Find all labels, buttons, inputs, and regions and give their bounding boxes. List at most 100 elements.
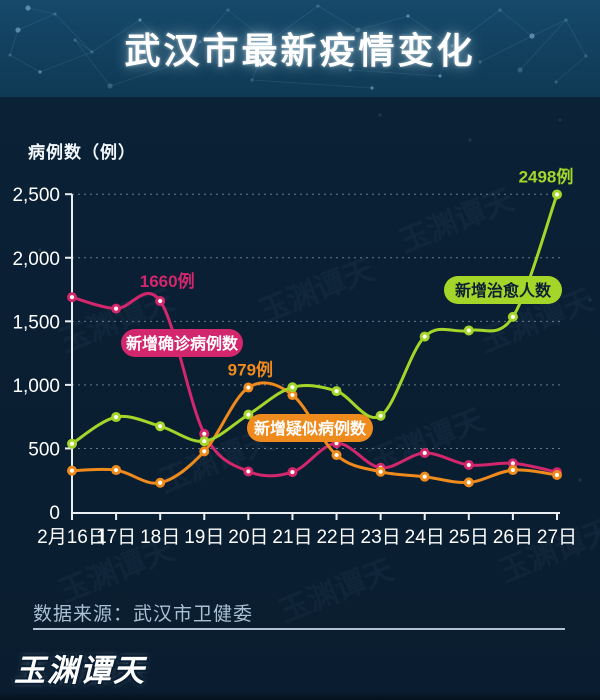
network-edge: [181, 41, 201, 63]
network-node: [25, 5, 31, 11]
annotation-confirmed: 1660例: [140, 271, 195, 291]
series-label-text-suspected: 新增疑似病例数: [254, 419, 367, 438]
x-tick-label: 18日: [140, 527, 180, 548]
network-edge: [519, 19, 567, 71]
network-node: [15, 27, 21, 33]
network-edge: [479, 35, 533, 63]
annotation-suspected: 979例: [228, 360, 273, 380]
x-tick-label: 17日: [96, 527, 136, 548]
network-edge: [451, 9, 501, 47]
network-edge: [565, 19, 587, 57]
network-node: [107, 83, 113, 89]
network-node: [307, 59, 313, 65]
background-dot: [378, 113, 382, 117]
network-edge: [74, 39, 111, 87]
x-tick-label: 25日: [449, 527, 489, 548]
network-edge: [9, 29, 19, 56]
x-tick-label: 22日: [316, 527, 356, 548]
x-tick-label: 21日: [272, 527, 312, 548]
header-band: 武汉市最新疫情变化: [0, 0, 600, 97]
y-tick-label: 1,500: [12, 312, 60, 333]
data-point-core: [158, 298, 163, 304]
network-node: [355, 27, 361, 33]
bottom-vignette: [0, 692, 600, 700]
data-point-core: [246, 412, 251, 417]
data-point-core: [113, 414, 119, 420]
y-tick-label: 0: [49, 503, 60, 524]
background-dot: [468, 138, 472, 142]
network-node: [179, 59, 185, 65]
network-edge: [251, 41, 269, 81]
network-node: [498, 8, 502, 12]
network-node: [450, 44, 454, 48]
network-node: [53, 12, 57, 16]
network-node: [529, 33, 535, 39]
data-point-core: [202, 431, 207, 436]
data-point-core: [334, 389, 339, 394]
network-edge: [199, 9, 229, 43]
network-node: [198, 40, 202, 44]
data-point-core: [466, 462, 471, 468]
data-point-core: [290, 385, 295, 390]
annotation-cured: 2498例: [519, 166, 574, 186]
network-node: [554, 80, 558, 84]
series-label-pill-cured: [444, 276, 562, 304]
data-point-core: [466, 480, 471, 485]
data-point-core: [69, 295, 75, 300]
page-title: 武汉市最新疫情变化: [124, 30, 476, 71]
network-edge: [531, 19, 567, 37]
data-point-core: [378, 413, 383, 418]
network-node: [564, 18, 568, 22]
network-edge: [109, 61, 183, 87]
network-node: [316, 4, 320, 8]
data-point-core: [554, 192, 560, 197]
watermark-text: 玉渊谭天: [495, 513, 600, 589]
y-tick-label: 500: [28, 439, 60, 460]
network-node: [90, 50, 94, 54]
y-axis-title: 病例数（例）: [28, 143, 136, 162]
network-edge: [227, 9, 269, 43]
network-node: [138, 18, 142, 22]
network-edge: [139, 19, 183, 63]
y-tick-label: 2,500: [12, 185, 60, 206]
data-point-core: [69, 441, 75, 446]
brand-logo: 玉渊谭天: [14, 653, 146, 688]
data-point-core: [554, 472, 560, 478]
data-point-core: [510, 467, 515, 473]
background-dot: [38, 248, 42, 252]
network-edge: [407, 15, 453, 47]
y-tick-label: 1,000: [12, 376, 60, 397]
network-edge: [317, 5, 359, 31]
data-point-core: [202, 449, 207, 454]
network-edge: [439, 45, 453, 77]
network-edge: [17, 13, 56, 31]
data-point-core: [422, 334, 427, 339]
data-point-core: [510, 461, 515, 466]
network-node: [73, 38, 77, 42]
network-node: [348, 68, 352, 72]
data-point-core: [290, 392, 295, 398]
network-node: [517, 67, 523, 73]
divider-line: [33, 628, 565, 630]
network-node: [370, 86, 374, 90]
network-edge: [349, 69, 441, 77]
x-tick-label: 23日: [361, 527, 401, 548]
data-point-core: [290, 469, 295, 475]
series-label-pill-suspected: [247, 414, 373, 442]
data-point-core: [113, 306, 119, 311]
data-point-core: [158, 424, 163, 429]
network-pattern-icon: [8, 4, 588, 90]
y-tick-label: 2,000: [12, 249, 60, 270]
watermark-text: 玉渊谭天: [395, 183, 519, 259]
data-point-core: [466, 328, 471, 333]
data-point-core: [69, 468, 75, 473]
data-point-core: [246, 385, 251, 390]
network-node: [406, 14, 410, 18]
network-edge: [499, 9, 533, 37]
x-tick-label: 19日: [184, 527, 224, 548]
data-point-core: [510, 314, 515, 319]
network-edge: [91, 19, 141, 53]
x-tick-label: 20日: [228, 527, 268, 548]
network-edge: [74, 39, 93, 53]
